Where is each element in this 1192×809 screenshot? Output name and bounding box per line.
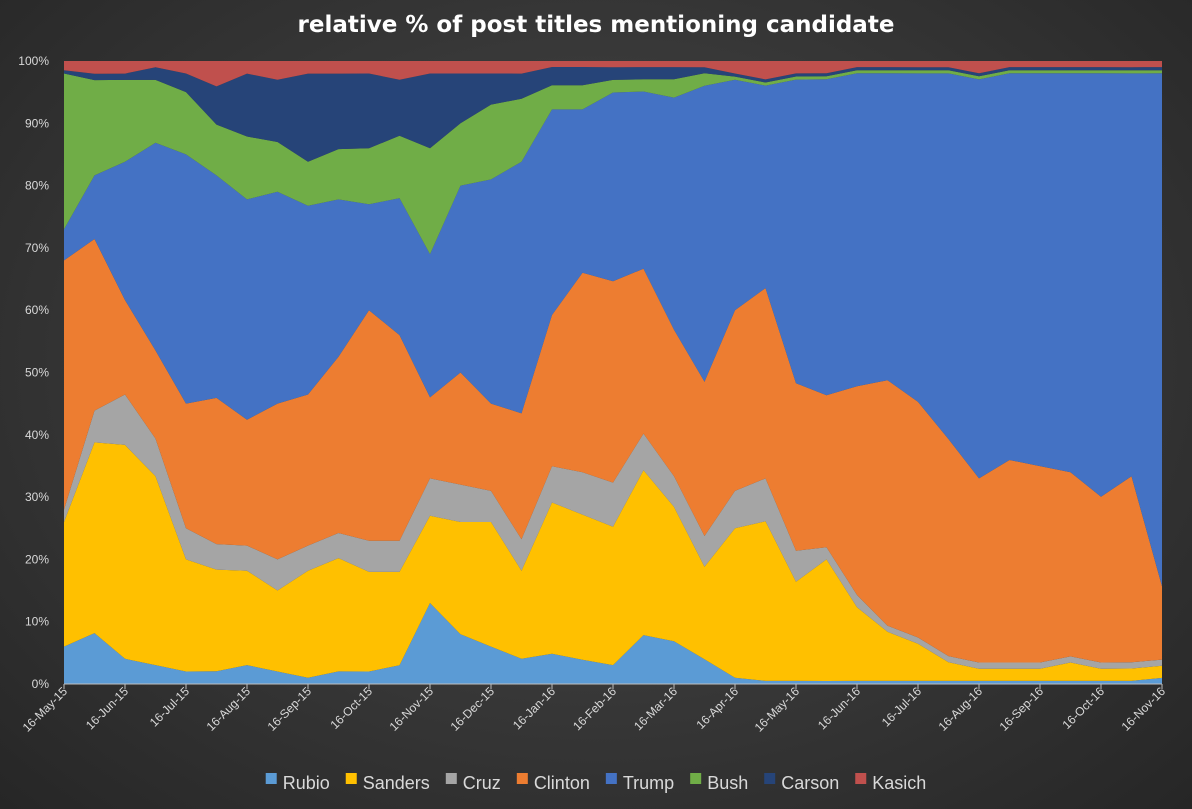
x-tick-label: 16-Oct-16 xyxy=(1059,684,1107,732)
x-tick-label: 16-May-16 xyxy=(752,684,803,735)
y-tick-label: 100% xyxy=(18,54,49,68)
x-tick-label: 16-Jan-16 xyxy=(510,684,558,732)
x-tick-label: 16-Oct-15 xyxy=(327,684,375,732)
y-tick-label: 50% xyxy=(25,366,49,380)
legend-swatch xyxy=(764,773,776,784)
legend-item-sanders: Sanders xyxy=(345,773,430,793)
area-series-kasich xyxy=(64,61,1162,87)
area-series-carson xyxy=(64,67,1162,162)
legend-label: Bush xyxy=(707,773,748,793)
x-tick-label: 16-Dec-15 xyxy=(448,684,498,734)
x-tick-label: 16-Jul-16 xyxy=(879,684,925,730)
y-tick-label: 30% xyxy=(25,490,49,504)
area-series-bush xyxy=(64,70,1162,255)
legend-item-trump: Trump xyxy=(605,773,674,793)
x-tick-label: 16-Jun-15 xyxy=(83,684,131,732)
x-tick-label: 16-Jun-16 xyxy=(815,684,863,732)
x-tick-label: 16-Sep-16 xyxy=(997,684,1047,734)
legend-label: Trump xyxy=(623,773,674,793)
y-tick-label: 40% xyxy=(25,428,49,442)
area-series-trump xyxy=(64,73,1162,587)
legend-swatch xyxy=(345,773,357,784)
legend-label: Carson xyxy=(781,773,839,793)
x-tick-label: 16-May-15 xyxy=(20,684,71,735)
x-tick-label: 16-Jul-15 xyxy=(147,684,193,730)
legend-swatch xyxy=(265,773,277,784)
legend-item-cruz: Cruz xyxy=(445,773,501,793)
x-tick-label: 16-Nov-16 xyxy=(1119,684,1169,734)
area-series-group xyxy=(64,61,1162,684)
legend-item-rubio: Rubio xyxy=(265,773,330,793)
legend-swatch xyxy=(445,773,457,784)
x-tick-label: 16-Mar-16 xyxy=(631,684,680,733)
chart-title: relative % of post titles mentioning can… xyxy=(297,12,895,38)
x-tick-label: 16-Aug-16 xyxy=(936,684,986,734)
legend-swatch xyxy=(690,773,702,784)
legend-item-bush: Bush xyxy=(690,773,748,793)
legend-item-clinton: Clinton xyxy=(516,773,590,793)
x-tick-label: 16-Apr-16 xyxy=(693,684,741,732)
legend: Rubio Sanders Cruz Clinton Trump Bush Carson Ka… xyxy=(265,773,926,793)
legend-label: Cruz xyxy=(463,773,501,793)
area-series-rubio xyxy=(64,603,1162,684)
x-tick-label: 16-Sep-15 xyxy=(265,684,315,734)
y-tick-label: 70% xyxy=(25,241,49,255)
area-series-clinton xyxy=(64,239,1162,663)
x-tick-label: 16-Feb-16 xyxy=(570,684,619,733)
y-tick-label: 0% xyxy=(32,677,50,691)
y-tick-label: 80% xyxy=(25,179,49,193)
legend-label: Kasich xyxy=(872,773,926,793)
x-tick-label: 16-Nov-15 xyxy=(387,684,437,734)
legend-label: Sanders xyxy=(363,773,430,793)
legend-label: Rubio xyxy=(283,773,330,793)
y-tick-label: 20% xyxy=(25,552,49,566)
legend-label: Clinton xyxy=(534,773,590,793)
legend-item-carson: Carson xyxy=(764,773,839,793)
y-tick-label: 60% xyxy=(25,303,49,317)
y-tick-label: 90% xyxy=(25,116,49,130)
x-tick-label: 16-Aug-15 xyxy=(204,684,254,734)
y-tick-label: 10% xyxy=(25,615,49,629)
legend-swatch xyxy=(605,773,617,784)
area-series-sanders xyxy=(64,442,1162,681)
legend-item-kasich: Kasich xyxy=(855,773,926,793)
legend-swatch xyxy=(855,773,867,784)
legend-swatch xyxy=(516,773,528,784)
